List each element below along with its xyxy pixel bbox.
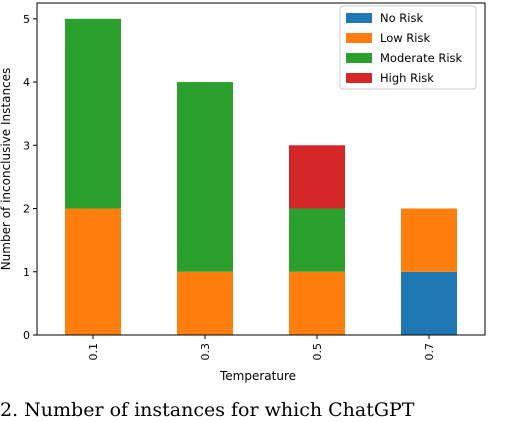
legend: No Risk Low Risk Moderate Risk High Risk	[339, 5, 477, 90]
x-axis: 0.1 0.3 0.5 0.7	[87, 335, 436, 361]
legend-label: High Risk	[380, 71, 434, 85]
legend-swatch	[346, 73, 372, 83]
y-tick-label: 4	[23, 76, 30, 89]
bar-low-risk-0-3	[177, 271, 233, 335]
y-axis: 0 1 2 3 4 5	[23, 13, 37, 342]
legend-label: Low Risk	[380, 31, 430, 45]
y-tick-label: 1	[23, 266, 30, 279]
legend-swatch	[346, 33, 372, 43]
bar-moderate-risk-0-5	[289, 208, 345, 272]
figure-caption: 2. Number of instances for which ChatGPT	[0, 399, 415, 421]
x-tick-label: 0.1	[87, 343, 100, 361]
plot-frame	[36, 2, 486, 336]
bar-high-risk-0-5	[289, 145, 345, 209]
legend-label: Moderate Risk	[380, 51, 463, 65]
bar-low-risk-0-1	[65, 208, 121, 335]
y-axis-label: Number of inconclusive Instances	[0, 68, 13, 271]
bar-no-risk-0-7	[401, 271, 457, 335]
stacked-bar-chart: 0 1 2 3 4 5 0.1 0.3 0.5 0.7 Number of inconclusi…	[0, 2, 486, 383]
legend-box	[339, 5, 477, 90]
x-tick-label: 0.7	[423, 343, 436, 361]
y-tick-label: 2	[23, 203, 30, 216]
bars-layer	[65, 18, 457, 335]
bar-low-risk-0-5	[289, 271, 345, 335]
legend-swatch	[346, 13, 372, 23]
bar-moderate-risk-0-1	[65, 18, 121, 209]
y-tick-label: 5	[23, 13, 30, 26]
bar-moderate-risk-0-3	[177, 82, 233, 272]
y-tick-label: 0	[23, 329, 30, 342]
y-tick-label: 3	[23, 139, 30, 152]
legend-swatch	[346, 53, 372, 63]
x-tick-label: 0.3	[199, 343, 212, 361]
bar-low-risk-0-7	[401, 208, 457, 272]
legend-label: No Risk	[380, 11, 423, 25]
x-tick-label: 0.5	[311, 343, 324, 361]
x-axis-label: Temperature	[219, 369, 296, 383]
